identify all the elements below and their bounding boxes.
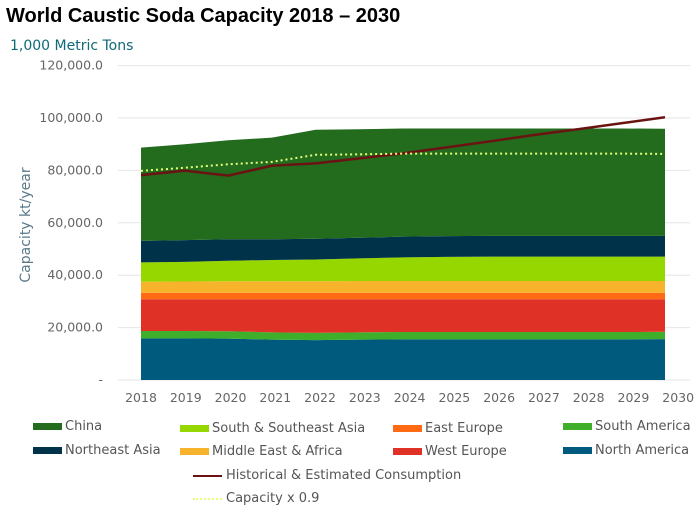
legend-item: China [33, 419, 102, 434]
y-tick-label: - [98, 372, 103, 387]
x-tick-label: 2020 [215, 390, 247, 405]
area-east-europe [141, 292, 665, 300]
y-tick-label: 20,000.0 [47, 320, 103, 335]
y-tick-label: 80,000.0 [47, 162, 103, 177]
line-historical-estimated-consumption [140, 115, 666, 177]
legend-item: Middle East & Africa [180, 444, 343, 459]
legend-label: South America [595, 419, 691, 434]
legend-item: South & Southeast Asia [180, 421, 365, 436]
legend-swatch [563, 423, 592, 430]
x-tick-label: 2025 [438, 390, 470, 405]
legend-swatch [180, 425, 209, 432]
area-china [141, 128, 665, 241]
legend-label: Northeast Asia [65, 443, 161, 458]
legend-label: South & Southeast Asia [212, 421, 366, 436]
x-tick-label: 2018 [125, 390, 157, 405]
legend-label: Historical & Estimated Consumption [226, 468, 462, 483]
legend-item: South America [563, 419, 691, 434]
legend-swatch [393, 448, 422, 455]
chart-subtitle: 1,000 Metric Tons [10, 38, 134, 54]
x-tick-label: 2029 [618, 390, 650, 405]
legend-item: East Europe [393, 421, 503, 436]
y-tick-label: 60,000.0 [47, 215, 103, 230]
x-tick-label: 2023 [349, 390, 381, 405]
x-tick-label: 2019 [170, 390, 202, 405]
legend-label: North America [595, 443, 690, 458]
legend-swatch [180, 448, 209, 455]
legend-item: Historical & Estimated Consumption [193, 468, 461, 483]
x-tick-label: 2026 [483, 390, 515, 405]
x-tick-label: 2028 [573, 390, 605, 405]
y-tick-label: 100,000.0 [39, 110, 103, 125]
legend-item: West Europe [393, 444, 507, 459]
legend-item: North America [563, 443, 689, 458]
legend-label: China [65, 419, 103, 434]
x-tick-label: 2030 [662, 390, 694, 405]
x-tick-label: 2024 [394, 390, 426, 405]
area-northeast-asia [141, 235, 665, 263]
legend-label: East Europe [425, 421, 503, 436]
area-south-america [141, 331, 665, 341]
legend-label: Capacity x 0.9 [226, 491, 320, 506]
x-tick-label: 2021 [259, 390, 291, 405]
legend-line [193, 474, 222, 477]
y-tick-label: 120,000.0 [39, 58, 103, 73]
chart-title: World Caustic Soda Capacity 2018 – 2030 [6, 5, 401, 27]
x-tick-label: 2022 [304, 390, 336, 405]
area-north-america [141, 338, 665, 380]
area-middle-east-africa [141, 280, 665, 293]
x-tick-label: 2027 [528, 390, 560, 405]
legend-swatch [33, 423, 62, 430]
legend-swatch [393, 425, 422, 432]
y-tick-label: 40,000.0 [47, 267, 103, 282]
legend-swatch [33, 447, 62, 454]
area-south-southeast-asia [141, 256, 665, 282]
legend-item: Northeast Asia [33, 443, 161, 458]
y-axis-label: Capacity kt/year [18, 167, 34, 282]
area-west-europe [141, 299, 665, 333]
legend-label: Middle East & Africa [212, 444, 343, 459]
legend-item: Capacity x 0.9 [193, 491, 319, 506]
legend-line [193, 497, 222, 500]
legend-label: West Europe [425, 444, 507, 459]
legend-swatch [563, 447, 592, 454]
